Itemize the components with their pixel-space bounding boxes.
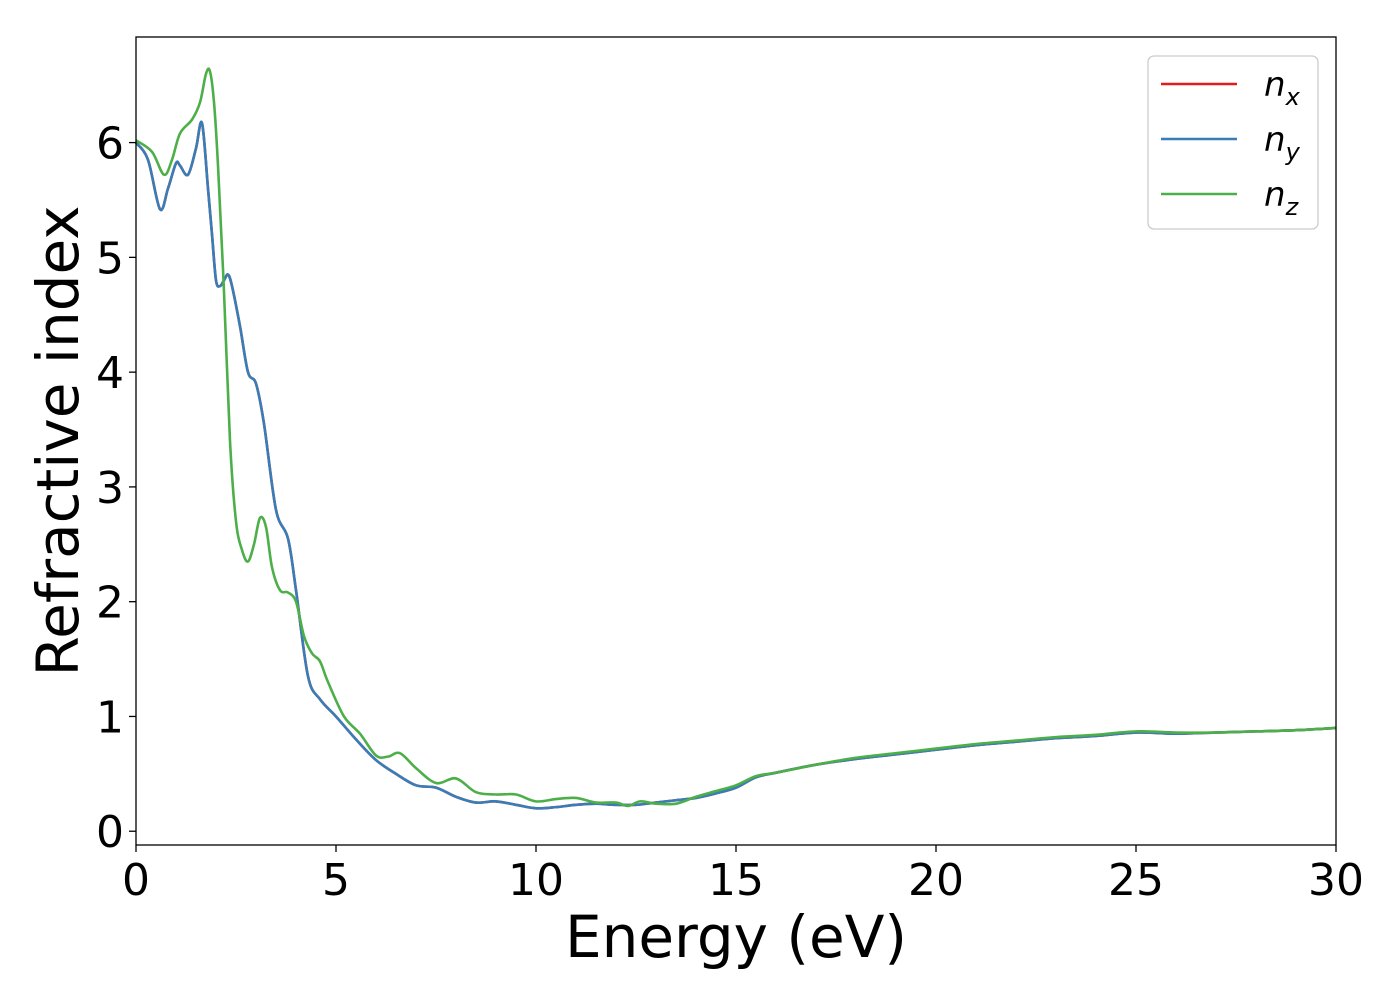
x-tick-label: 25 (1108, 855, 1164, 906)
x-tick-label: 15 (708, 855, 764, 906)
legend-label-nz: nz (1264, 175, 1300, 221)
legend-label-ny: ny (1264, 120, 1301, 166)
legend-label-base: n (1264, 175, 1286, 215)
legend-label-subscript: z (1285, 193, 1300, 221)
legend-label-nx: nx (1264, 65, 1301, 111)
x-tick-label: 30 (1308, 855, 1364, 906)
x-axis-title: Energy (eV) (565, 903, 907, 971)
y-tick-label: 4 (96, 348, 124, 399)
series-lines (134, 67, 1337, 810)
x-tick-label: 20 (908, 855, 964, 906)
y-tick-label: 5 (96, 233, 124, 284)
x-tick-label: 5 (322, 855, 350, 906)
y-axis-title: Refractive index (24, 205, 92, 676)
x-tick-label: 10 (508, 855, 564, 906)
legend-box (1147, 55, 1319, 230)
legend-label-base: n (1264, 120, 1286, 160)
y-tick-label: 3 (96, 463, 124, 514)
series-line-nz (135, 67, 1337, 808)
x-tick-label: 0 (122, 855, 150, 906)
y-tick-label: 0 (96, 807, 124, 858)
legend-label-base: n (1264, 65, 1286, 105)
legend-label-subscript: y (1285, 138, 1301, 166)
y-tick-label: 2 (96, 578, 124, 629)
y-tick-label: 6 (96, 119, 124, 170)
y-tick-label: 1 (96, 692, 124, 743)
legend-label-subscript: x (1285, 83, 1301, 111)
x-axis: 0 5 10 15 20 25 30 (122, 845, 1364, 906)
y-axis: 0 1 2 3 4 5 6 (96, 119, 136, 858)
